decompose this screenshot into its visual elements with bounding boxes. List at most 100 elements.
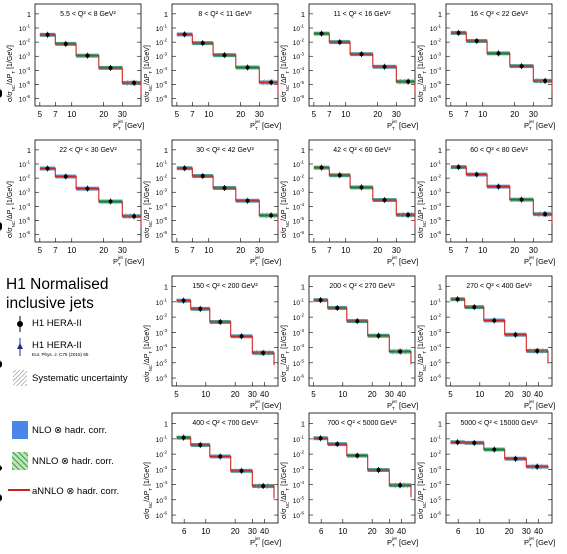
panel-title: 11 < Q² < 16 GeV² xyxy=(333,11,391,18)
panel-title: 30 < Q² < 42 GeV² xyxy=(196,147,254,154)
y-tick-label: 10 xyxy=(156,204,164,211)
y-axis-label-part: /ΔP xyxy=(418,73,425,85)
y-axis-label-part: T xyxy=(285,71,290,74)
legend: H1 Normalised inclusive jets H1 HERA-II … xyxy=(0,0,150,554)
x-tick-label: 7 xyxy=(327,110,332,119)
x-axis-label-sup: jet xyxy=(117,119,124,124)
y-tick-exp: -4 xyxy=(26,66,30,71)
panel-title: 270 < Q² < 400 GeV² xyxy=(466,283,532,290)
x-tick-label: 10 xyxy=(341,110,350,119)
y-tick-exp: -1 xyxy=(437,434,441,439)
y-tick-exp: -1 xyxy=(300,434,304,439)
data-point xyxy=(355,453,360,458)
y-tick-exp: -4 xyxy=(300,480,304,485)
x-tick-label: 40 xyxy=(260,390,269,399)
data-point xyxy=(198,442,203,447)
x-tick-label: 40 xyxy=(397,527,406,536)
y-tick-label: 1 xyxy=(438,283,442,292)
y-tick-exp: -2 xyxy=(300,38,304,43)
plot-frame xyxy=(171,3,279,107)
x-axis-label-sub: T xyxy=(529,126,532,131)
data-point xyxy=(472,305,477,310)
data-point xyxy=(406,79,411,84)
legend-data-label: H1 HERA-II xyxy=(32,318,82,329)
x-axis-label: P xyxy=(524,121,529,130)
data-point xyxy=(398,483,403,488)
y-tick-label: 1 xyxy=(438,146,442,155)
x-axis-label-unit: [GeV] xyxy=(536,121,555,130)
y-tick-exp: -1 xyxy=(26,159,30,164)
data-point xyxy=(108,65,113,70)
y-tick-exp: -6 xyxy=(300,230,304,235)
y-axis-label: σ/σNC/ΔPT [1/GeV] xyxy=(418,462,427,519)
x-axis-label: P xyxy=(387,257,392,266)
x-tick-label: 20 xyxy=(368,527,377,536)
y-axis-label-part: σ/σ xyxy=(144,91,151,102)
legend-title: H1 Normalised inclusive jets xyxy=(6,275,109,313)
y-tick-exp: -3 xyxy=(26,188,30,193)
y-axis-label: σ/σNC/ΔPT [1/GeV] xyxy=(144,45,153,102)
y-tick-label: 10 xyxy=(430,26,438,33)
y-axis-label-part: NC xyxy=(148,220,153,227)
data-point xyxy=(398,349,403,354)
panel-title: 400 < Q² < 700 GeV² xyxy=(192,420,258,427)
y-axis-label-part: σ/σ xyxy=(144,508,151,519)
y-tick-exp: -6 xyxy=(26,94,30,99)
y-tick-label: 10 xyxy=(156,68,164,75)
y-tick-label: 1 xyxy=(164,283,168,292)
y-tick-label: 1 xyxy=(164,420,168,429)
y-tick-label: 10 xyxy=(430,300,438,307)
annlo-line-icon xyxy=(8,489,30,491)
x-tick-label: 30 xyxy=(522,527,531,536)
syst-band xyxy=(399,211,412,218)
y-tick-label: 10 xyxy=(430,346,438,353)
plot-frame xyxy=(308,3,416,107)
y-tick-exp: -2 xyxy=(163,174,167,179)
x-tick-label: 10 xyxy=(478,110,487,119)
y-tick-label: 1 xyxy=(27,146,31,155)
y-axis-label: σ/σNC/ΔPT [1/GeV] xyxy=(418,325,427,382)
plot-frame xyxy=(445,275,553,387)
y-tick-exp: -5 xyxy=(300,495,304,500)
data-point xyxy=(535,464,540,469)
y-tick-exp: -2 xyxy=(26,174,30,179)
data-point xyxy=(456,165,461,170)
y-tick-label: 10 xyxy=(293,315,301,322)
y-axis-label-part: σ/σ xyxy=(281,227,288,238)
x-tick-label: 7 xyxy=(53,246,58,255)
data-point xyxy=(218,454,223,459)
x-tick-label: 10 xyxy=(204,110,213,119)
y-tick-label: 10 xyxy=(19,97,27,104)
y-tick-exp: -4 xyxy=(437,66,441,71)
x-tick-label: 20 xyxy=(373,110,382,119)
y-tick-exp: -3 xyxy=(437,328,441,333)
y-tick-label: 1 xyxy=(301,283,305,292)
y-axis-label-part: [1/GeV] xyxy=(418,325,425,351)
y-axis-label-part: NC xyxy=(422,364,427,371)
x-axis-label-sup: jet xyxy=(117,255,124,260)
x-tick-label: 10 xyxy=(338,390,347,399)
y-tick-label: 10 xyxy=(293,467,301,474)
data-point xyxy=(0,222,2,227)
y-tick-exp: -6 xyxy=(163,94,167,99)
y-axis-label: σ/σNC/ΔPT [1/GeV] xyxy=(7,181,16,238)
data-point xyxy=(222,185,227,190)
y-axis-label-part: σ/σ xyxy=(144,227,151,238)
y-tick-exp: -1 xyxy=(163,159,167,164)
y-tick-exp: -4 xyxy=(163,66,167,71)
chart-panel-9: 110 -110 -210 -310 -410 -510 -65 10 20 30 40P jetT … xyxy=(0,275,418,411)
y-tick-exp: -4 xyxy=(163,343,167,348)
x-tick-label: 20 xyxy=(510,110,519,119)
y-tick-exp: -4 xyxy=(300,202,304,207)
y-axis-label-text: σ/σNC/ΔPT [1/GeV] xyxy=(418,181,427,238)
x-axis-label: P xyxy=(387,401,392,410)
panel-title: 5.5 < Q² < 8 GeV² xyxy=(60,11,116,18)
y-tick-label: 10 xyxy=(430,204,438,211)
x-tick-label: 7 xyxy=(190,110,195,119)
y-tick-label: 10 xyxy=(293,82,301,89)
y-tick-label: 10 xyxy=(430,315,438,322)
panel-title: 16 < Q² < 22 GeV² xyxy=(470,11,528,18)
data-point xyxy=(261,484,266,489)
